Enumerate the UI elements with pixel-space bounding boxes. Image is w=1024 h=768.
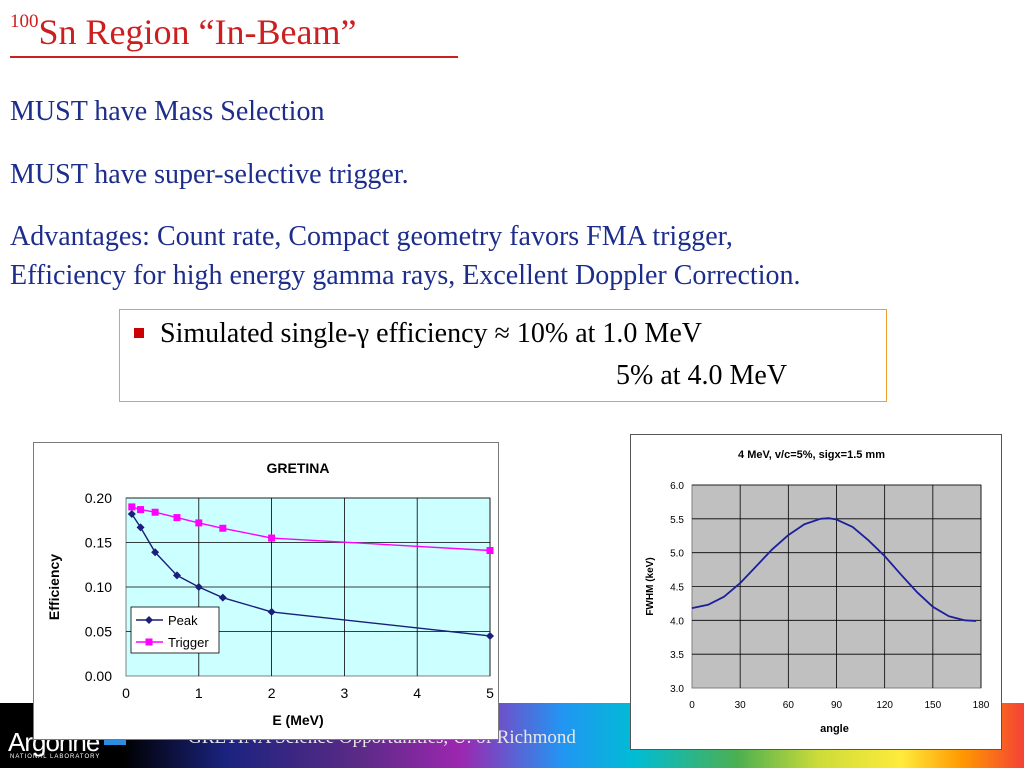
x-tick-label: 120 — [876, 700, 893, 711]
slide-title: 100Sn Region “In-Beam” — [10, 10, 356, 54]
legend-label-trigger: Trigger — [168, 635, 209, 650]
data-point-peak — [172, 571, 181, 580]
efficiency-box: Simulated single-γ efficiency ≈ 10% at 1… — [119, 309, 887, 402]
x-tick-label: 150 — [924, 700, 941, 711]
x-tick-label: 90 — [831, 700, 843, 711]
y-axis-label: FWHM (keV) — [645, 557, 656, 615]
x-tick-label: 1 — [195, 685, 203, 701]
fwhm-chart: 4 MeV, v/c=5%, sigx=1.5 mm 0 30 60 90 120 150 1… — [630, 434, 1002, 750]
x-tick-label: 2 — [268, 685, 276, 701]
y-tick-label: 6.0 — [670, 481, 684, 492]
data-point-peak — [218, 593, 227, 602]
title-superscript: 100 — [10, 11, 39, 32]
data-point-trigger — [268, 534, 276, 542]
data-point-trigger — [486, 547, 494, 555]
x-tick-label: 4 — [413, 685, 421, 701]
x-axis-label: E (MeV) — [272, 712, 323, 728]
y-tick-label: 3.5 — [670, 650, 684, 661]
data-point-trigger — [219, 524, 227, 532]
series-line-peak — [131, 513, 491, 637]
y-tick-label: 0.00 — [85, 668, 112, 684]
y-tick-label: 0.15 — [85, 535, 112, 551]
y-tick-label: 4.5 — [670, 583, 684, 594]
data-point-peak — [136, 523, 145, 532]
efficiency-chart: GRETINA 0 1 2 3 4 5 0.00 0.05 0.10 0.15 0.20 E (MeV)… — [33, 442, 499, 740]
efficiency-line-1: Simulated single-γ efficiency ≈ 10% at 1… — [160, 318, 702, 349]
x-tick-label: 180 — [973, 700, 990, 711]
data-point-trigger — [173, 514, 181, 522]
line-mass-selection: MUST have Mass Selection — [10, 96, 325, 127]
x-tick-label: 0 — [122, 685, 130, 701]
fwhm-series-line — [691, 517, 977, 622]
line-trigger: MUST have super-selective trigger. — [10, 159, 409, 190]
x-axis-label: angle — [820, 723, 849, 735]
data-point-trigger — [128, 503, 136, 511]
title-text: Sn Region “In-Beam” — [38, 12, 357, 52]
data-point-peak — [267, 607, 276, 616]
x-tick-label: 3 — [341, 685, 349, 701]
title-underline — [10, 56, 458, 58]
line-advantages-2: Efficiency for high energy gamma rays, E… — [10, 260, 801, 291]
data-point-trigger — [195, 519, 203, 527]
bullet-square-icon — [134, 328, 144, 338]
y-tick-label: 3.0 — [670, 684, 684, 695]
data-point-trigger — [151, 508, 159, 516]
legend-label-peak: Peak — [168, 613, 198, 628]
x-tick-label: 30 — [735, 700, 747, 711]
chart-title: 4 MeV, v/c=5%, sigx=1.5 mm — [738, 449, 885, 461]
y-tick-label: 0.20 — [85, 490, 112, 506]
y-tick-label: 5.0 — [670, 549, 684, 560]
x-tick-label: 5 — [486, 685, 494, 701]
line-advantages-1: Advantages: Count rate, Compact geometry… — [10, 221, 733, 252]
x-tick-label: 60 — [783, 700, 795, 711]
data-point-peak — [127, 510, 136, 519]
y-tick-label: 4.0 — [670, 616, 684, 627]
data-point-trigger — [137, 506, 145, 514]
chart-title: GRETINA — [267, 460, 330, 476]
logo-accent — [104, 740, 126, 745]
y-tick-label: 0.10 — [85, 579, 112, 595]
efficiency-line-2: 5% at 4.0 MeV — [616, 360, 788, 391]
data-point-peak — [194, 583, 203, 591]
legend-marker-peak — [145, 616, 153, 624]
data-point-peak — [486, 631, 494, 640]
y-tick-label: 0.05 — [85, 624, 112, 640]
argonne-logo-subtitle: NATIONAL LABORATORY — [10, 754, 101, 760]
legend-marker-trigger — [145, 638, 153, 646]
y-axis-label: Efficiency — [46, 554, 62, 620]
y-tick-label: 5.5 — [670, 515, 684, 526]
efficiency-chart-svg: GRETINA 0 1 2 3 4 5 0.00 0.05 0.10 0.15 0.20 E (MeV)… — [46, 460, 494, 728]
x-tick-label: 0 — [689, 700, 695, 711]
fwhm-chart-svg: 4 MeV, v/c=5%, sigx=1.5 mm 0 30 60 90 120 150 1… — [645, 449, 990, 735]
data-point-peak — [151, 548, 160, 557]
